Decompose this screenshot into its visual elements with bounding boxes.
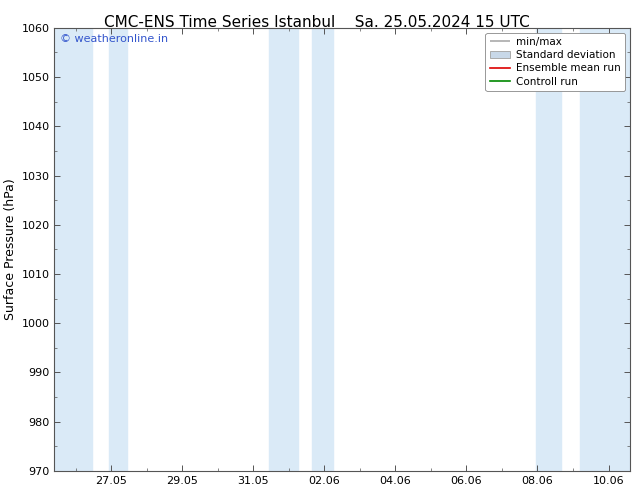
Bar (536, 28, 560, 471)
Legend: min/max, Standard deviation, Ensemble mean run, Controll run: min/max, Standard deviation, Ensemble me… (486, 33, 624, 91)
Bar (269, 28, 298, 471)
Bar (55, 28, 92, 471)
Y-axis label: Surface Pressure (hPa): Surface Pressure (hPa) (4, 178, 17, 320)
Bar (580, 28, 630, 471)
Text: © weatheronline.in: © weatheronline.in (60, 34, 168, 45)
Bar (312, 28, 333, 471)
Text: CMC-ENS Time Series Istanbul    Sa. 25.05.2024 15 UTC: CMC-ENS Time Series Istanbul Sa. 25.05.2… (104, 15, 530, 30)
Bar (110, 28, 127, 471)
